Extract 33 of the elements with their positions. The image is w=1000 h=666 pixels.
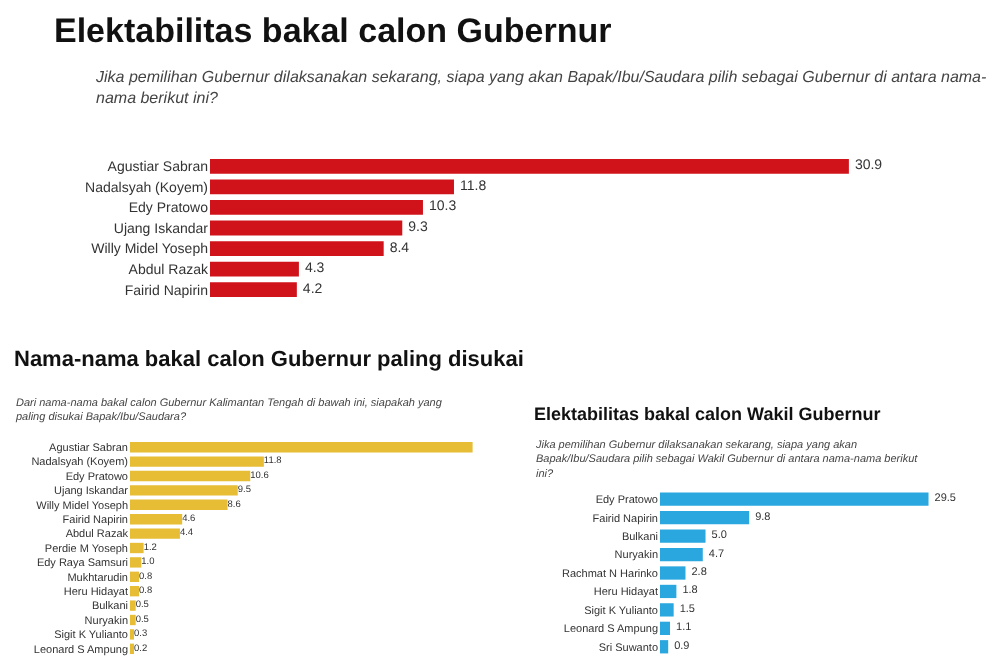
bar <box>130 470 251 482</box>
bar <box>130 442 473 453</box>
bar <box>210 200 423 215</box>
bar <box>660 492 929 506</box>
bar <box>660 603 674 617</box>
bar <box>130 600 136 611</box>
chart-title: Elektabilitas bakal calon Gubernur <box>54 12 613 50</box>
bar <box>130 499 228 510</box>
bar <box>210 282 297 298</box>
bar <box>210 241 384 256</box>
bar <box>210 261 299 277</box>
bar <box>660 566 686 580</box>
bar <box>210 179 454 195</box>
bar <box>130 456 264 467</box>
bar <box>210 220 403 236</box>
chart-title: Nama-nama bakal calon Gubernur paling disukai <box>14 348 524 372</box>
bar <box>130 514 183 525</box>
bar <box>660 529 706 543</box>
chart-title: Elektabilitas bakal calon Wakil Gubernur <box>534 404 882 424</box>
bar <box>210 158 849 174</box>
bar <box>130 485 238 496</box>
bar <box>130 557 142 568</box>
bar <box>130 542 144 554</box>
bar <box>660 584 677 599</box>
bar <box>130 571 140 582</box>
bar <box>660 621 671 635</box>
bar <box>660 640 669 654</box>
chart-subtitle: Jika pemilihan Gubernur dilaksanakan sekarang, siapa yang akan Bapak/Ibu/Saudara pilih sebagai Gubernur di antara nama-nama berikut ini? <box>94 68 988 107</box>
bar <box>660 547 703 562</box>
bar <box>130 614 136 626</box>
bar <box>660 511 750 525</box>
bar <box>130 586 140 597</box>
bar <box>130 528 180 539</box>
